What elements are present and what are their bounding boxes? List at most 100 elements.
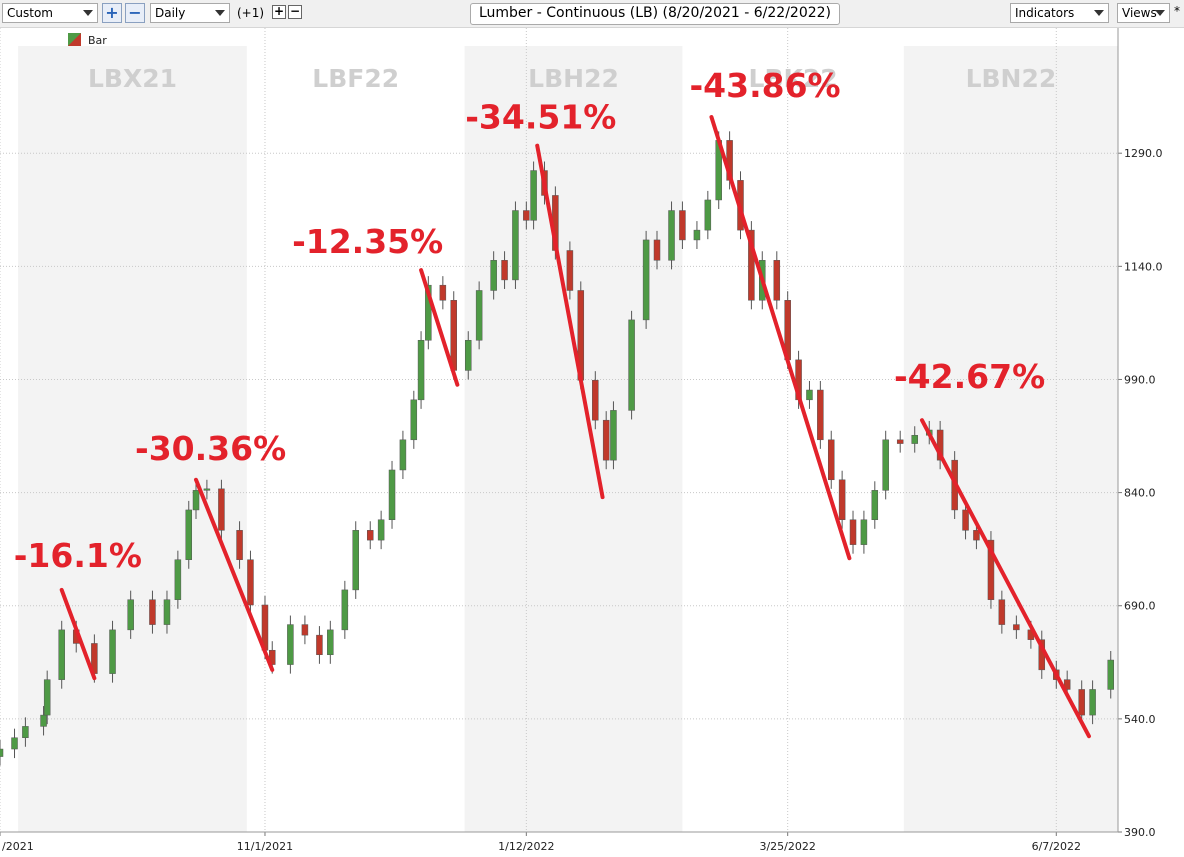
y-tick-label: 690.0 (1124, 600, 1156, 613)
contract-label: LBF22 (312, 64, 399, 93)
candle-body (149, 599, 156, 625)
contract-label: LBH22 (528, 64, 619, 93)
candle-body (410, 399, 418, 441)
annotation-label: -16.1% (14, 536, 142, 575)
candle-body (287, 624, 294, 665)
candle-body (236, 530, 243, 560)
y-tick-label: 990.0 (1124, 373, 1156, 386)
offset-plus[interactable]: + (272, 4, 286, 19)
candle-body (998, 599, 1006, 625)
candle-body (530, 170, 537, 221)
candle-body (163, 599, 171, 625)
candle-body (352, 530, 359, 591)
contract-label: LBK22 (749, 64, 838, 93)
zoom-out[interactable]: − (125, 3, 145, 23)
interval-select[interactable]: Daily (150, 3, 230, 23)
contract-band (903, 46, 1118, 832)
candle-body (192, 490, 200, 511)
x-tick-label: /2021 (2, 840, 34, 853)
candle-body (882, 439, 889, 491)
toolbar: Custom + − Daily (+1) + − Lumber - Conti… (0, 0, 1184, 28)
candle-body (962, 509, 969, 531)
candle-body (465, 339, 472, 371)
candle-body (827, 439, 835, 481)
candle-body (679, 210, 686, 241)
candle-body (439, 284, 447, 301)
candle-body (0, 748, 4, 757)
candle-body (773, 260, 781, 301)
candle-body (22, 726, 29, 738)
trend-line (709, 114, 852, 561)
candle-body (849, 519, 857, 545)
candle-body (860, 519, 868, 545)
candle-body (610, 410, 617, 461)
star: * (1174, 4, 1180, 18)
y-tick-label: 840.0 (1124, 487, 1156, 500)
candle-body (628, 319, 635, 411)
candle-body (704, 199, 712, 231)
candle-body (388, 469, 396, 521)
contract-band (464, 46, 683, 832)
x-tick-label: 11/1/2021 (237, 840, 293, 853)
candle-body (896, 439, 904, 444)
candle-body (668, 210, 675, 261)
legend-label: Bar (88, 34, 107, 47)
annotation-label: -34.51% (465, 98, 616, 137)
candle-body (109, 629, 116, 674)
candle-body (341, 589, 349, 631)
candle-body (399, 439, 407, 471)
y-tick-label: 540.0 (1124, 713, 1156, 726)
candle-body (817, 389, 824, 441)
trend-line (535, 143, 605, 500)
candle-body (174, 559, 182, 600)
candle-body (58, 629, 65, 680)
preset-select[interactable]: Custom (2, 3, 98, 23)
views-select[interactable]: Views (1117, 3, 1170, 23)
candle-body (592, 379, 599, 421)
candle-body (1078, 689, 1085, 716)
candle-body (301, 624, 309, 636)
candle-body (366, 530, 374, 541)
y-tick-label: 390.0 (1124, 826, 1156, 839)
candle-body (642, 239, 650, 321)
candle-body (1063, 679, 1071, 690)
candle-body (43, 679, 51, 716)
candle-body (475, 290, 483, 341)
indicators-select[interactable]: Indicators (1010, 3, 1109, 23)
offset-label: (+1) (237, 6, 265, 20)
trend-line (919, 418, 1091, 739)
candle-body (501, 260, 508, 281)
x-tick-label: 3/25/2022 (759, 840, 815, 853)
contract-band (18, 46, 247, 832)
candle-body (247, 559, 254, 606)
candle-body (218, 488, 225, 531)
zoom-in[interactable]: + (102, 3, 122, 23)
y-tick-label: 1290.0 (1124, 147, 1163, 160)
contract-label: LBN22 (966, 64, 1057, 93)
x-tick-label: 1/12/2022 (498, 840, 554, 853)
annotation-label: -42.67% (894, 357, 1045, 396)
candle-body (693, 229, 701, 241)
trend-line (59, 587, 97, 681)
annotation-label: -43.86% (689, 66, 840, 105)
candle-body (806, 389, 813, 401)
annotation-label: -30.36% (135, 429, 286, 468)
candle-body (838, 479, 846, 521)
offset-minus[interactable]: − (288, 4, 302, 19)
contract-label: LBX21 (88, 64, 177, 93)
candle-body (987, 539, 995, 600)
chart-title: Lumber - Continuous (LB) (8/20/2021 - 6/… (470, 3, 840, 25)
candle-body (523, 210, 530, 221)
candle-body (973, 530, 980, 541)
candle-body (871, 490, 879, 521)
x-tick-label: 6/7/2022 (1032, 840, 1081, 853)
candle-body (490, 260, 497, 291)
candle-body (1089, 689, 1096, 716)
trend-line (419, 268, 460, 387)
candle-body (377, 519, 385, 541)
candle-body (40, 714, 47, 727)
candle-body (203, 488, 211, 491)
candle-body (327, 629, 334, 656)
